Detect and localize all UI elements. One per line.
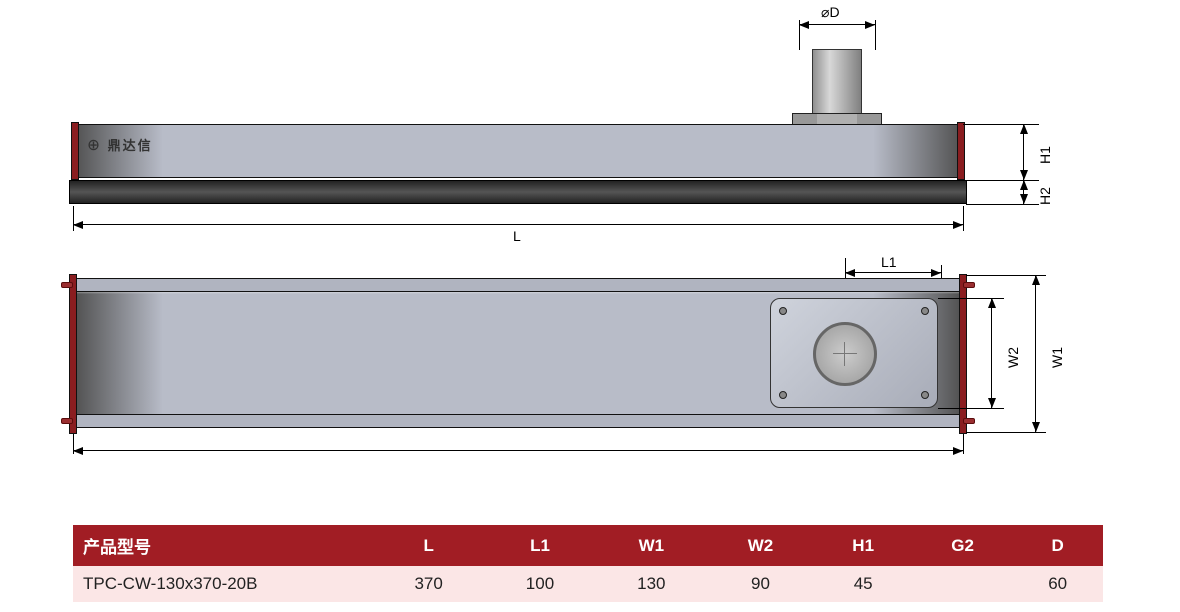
dim-line-W2 (991, 298, 992, 408)
crosshair (833, 353, 857, 354)
dim-line-D (799, 24, 875, 25)
dim-arrow (1020, 124, 1028, 134)
motor-flange (793, 114, 881, 124)
col-H1: H1 (814, 525, 912, 566)
mount-boss (813, 322, 877, 386)
dim-arrow (988, 398, 996, 408)
table-row: TPC-CW-130x370-20B 370 100 130 90 45 60 (73, 566, 1103, 602)
dim-arrow (73, 221, 83, 229)
cell-D: 60 (1013, 566, 1103, 602)
col-G2: G2 (912, 525, 1013, 566)
mount-hole (921, 391, 929, 399)
ext-line (963, 206, 964, 231)
dim-arrow (1032, 275, 1040, 285)
dim-label-D: ⌀D (821, 4, 840, 21)
dim-label-W2: W2 (1005, 347, 1021, 368)
tv-endcap-left (69, 274, 77, 434)
bolt (61, 418, 73, 424)
dim-label-W1: W1 (1049, 347, 1065, 368)
dim-line-bottom (73, 450, 963, 451)
cell-model: TPC-CW-130x370-20B (73, 566, 373, 602)
ext-line (966, 432, 1046, 433)
mount-hole (921, 307, 929, 315)
dim-line-L1 (845, 272, 941, 273)
base-bar (69, 180, 967, 204)
dim-arrow (1020, 170, 1028, 180)
col-W1: W1 (596, 525, 707, 566)
dim-arrow (931, 269, 941, 277)
spec-table: 产品型号 L L1 W1 W2 H1 G2 D TPC-CW-130x370-2… (73, 525, 1103, 602)
tv-toprail (71, 278, 965, 292)
ext-line (963, 434, 964, 454)
brand-text: ⊕ 鼎达信 (87, 135, 153, 154)
ext-line (966, 204, 1039, 205)
dim-label-L: L (513, 228, 521, 244)
dim-arrow (1020, 180, 1028, 190)
endcap-right (957, 122, 965, 180)
dim-arrow (865, 21, 875, 29)
dim-arrow (799, 21, 809, 29)
col-model: 产品型号 (73, 525, 373, 566)
ext-line (875, 20, 876, 50)
cell-L: 370 (373, 566, 484, 602)
bolt (61, 282, 73, 288)
main-bar (73, 124, 963, 178)
endcap-left (71, 122, 79, 180)
col-L: L (373, 525, 484, 566)
cell-G2 (912, 566, 1013, 602)
dim-arrow (953, 221, 963, 229)
tv-botrail (71, 414, 965, 428)
dim-arrow (953, 447, 963, 455)
col-W2: W2 (707, 525, 814, 566)
cell-H1: 45 (814, 566, 912, 602)
col-L1: L1 (484, 525, 595, 566)
dim-arrow (1032, 422, 1040, 432)
cell-L1: 100 (484, 566, 595, 602)
dim-arrow (73, 447, 83, 455)
dim-line-W1 (1035, 275, 1036, 432)
ext-line (963, 124, 1039, 125)
bolt (963, 282, 975, 288)
motor-cylinder (813, 50, 861, 116)
table-header-row: 产品型号 L L1 W1 W2 H1 G2 D (73, 525, 1103, 566)
dim-label-H1: H1 (1037, 146, 1053, 164)
crosshair (844, 342, 845, 366)
dim-arrow (1020, 194, 1028, 204)
ext-line (799, 20, 800, 50)
cell-W2: 90 (707, 566, 814, 602)
dim-line-L (73, 224, 963, 225)
cell-W1: 130 (596, 566, 707, 602)
mount-hole (779, 307, 787, 315)
col-D: D (1013, 525, 1103, 566)
dim-arrow (988, 298, 996, 308)
dim-label-L1: L1 (881, 254, 897, 270)
dim-label-H2: H2 (1037, 187, 1053, 205)
ext-line (938, 408, 1004, 409)
bolt (963, 418, 975, 424)
ext-line (963, 180, 1039, 181)
technical-drawing: ⌀D ⊕ 鼎达信 H1 H2 L L1 (73, 10, 1113, 505)
dim-arrow (845, 269, 855, 277)
mount-hole (779, 391, 787, 399)
